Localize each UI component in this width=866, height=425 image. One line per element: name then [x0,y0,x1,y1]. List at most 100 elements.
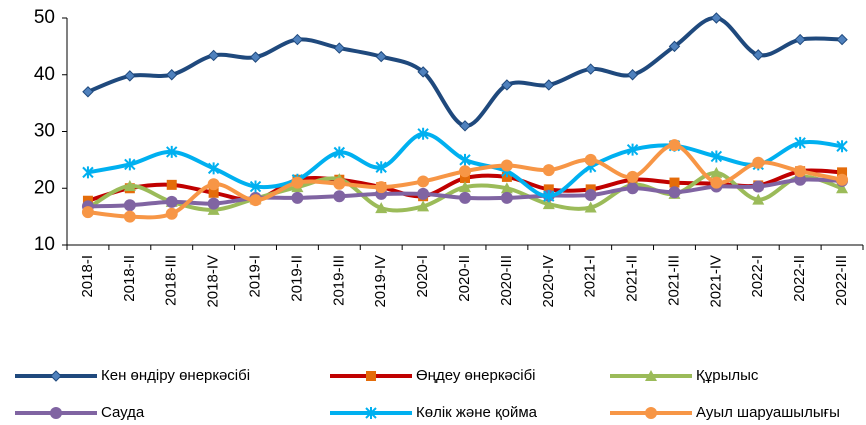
marker [584,63,597,75]
marker [365,407,377,419]
marker [669,177,680,188]
marker [375,202,388,214]
x-tick-label: 2022-II [791,255,808,302]
marker [626,69,639,81]
marker [123,199,136,212]
marker [836,182,849,194]
marker [417,66,429,78]
marker [836,140,848,153]
marker [82,86,94,98]
y-tick-label: 10 [34,234,55,255]
marker [794,33,806,46]
marker [81,206,94,219]
marker [710,166,723,178]
marker [82,166,94,179]
marker [366,371,376,381]
marker [50,370,62,382]
legend-label: Өңдеу өнеркәсібі [416,367,536,384]
marker [207,162,220,175]
marker [166,145,178,158]
marker [752,193,765,205]
marker [668,139,681,152]
marker [291,176,304,189]
marker [333,42,346,54]
y-tick-label: 40 [34,64,55,85]
marker [584,189,597,202]
marker [794,136,806,149]
marker [166,69,178,81]
x-tick-label: 2018-II [121,255,138,302]
x-tick-label: 2020-IV [540,255,557,308]
x-tick-label: 2018-IV [205,255,222,308]
x-tick-label: 2020-III [498,255,515,306]
marker [166,179,177,190]
marker [543,79,555,91]
marker [124,70,136,82]
y-tick-label: 30 [34,121,55,142]
x-tick-label: 2018-III [163,255,180,306]
marker [207,49,220,62]
x-tick-label: 2019-III [330,255,347,306]
legend-label: Кен өндіру өнеркәсібі [101,367,250,384]
x-tick-label: 2019-II [288,255,305,302]
marker [710,12,723,24]
x-tick-label: 2021-I [582,255,599,298]
marker [836,33,848,46]
marker [794,165,807,178]
marker [165,207,178,220]
marker [375,181,388,194]
marker [710,176,723,189]
marker [459,165,471,178]
marker [123,210,136,223]
marker [837,167,848,178]
legend-label: Құрылыс [696,367,759,384]
x-tick-label: 2022-I [749,255,766,298]
marker [752,156,765,169]
marker [584,153,597,166]
marker [417,200,430,212]
x-tick-label: 2020-II [456,255,473,302]
marker [459,120,471,132]
marker [333,177,346,190]
x-tick-label: 2022-III [833,255,850,306]
marker [542,198,555,210]
marker [459,153,471,166]
marker [417,175,430,188]
marker [668,186,681,199]
marker [249,51,262,63]
x-tick-label: 2019-I [246,255,263,298]
x-tick-label: 2021-II [624,255,641,302]
marker [668,40,681,53]
x-tick-label: 2019-IV [372,255,389,308]
marker [500,159,513,172]
marker [123,179,136,191]
marker [375,161,387,174]
marker [165,195,178,208]
marker [501,79,513,91]
marker [836,173,849,186]
marker [417,187,430,200]
marker [333,146,346,159]
marker [500,191,513,204]
marker [291,191,304,204]
y-tick-label: 20 [34,177,55,198]
marker [710,150,723,163]
marker [249,194,262,207]
marker [626,143,639,156]
x-tick-label: 2021-III [665,255,682,306]
marker [543,190,555,203]
marker [584,201,597,213]
marker [124,158,136,171]
marker [500,182,513,194]
marker [249,180,262,193]
marker [626,170,639,183]
marker [794,173,807,186]
marker [459,181,471,193]
marker [207,197,220,210]
marker [542,164,555,177]
marker [459,191,471,204]
legend-label: Көлік және қойма [416,404,538,421]
marker [460,173,470,184]
marker [626,182,639,195]
